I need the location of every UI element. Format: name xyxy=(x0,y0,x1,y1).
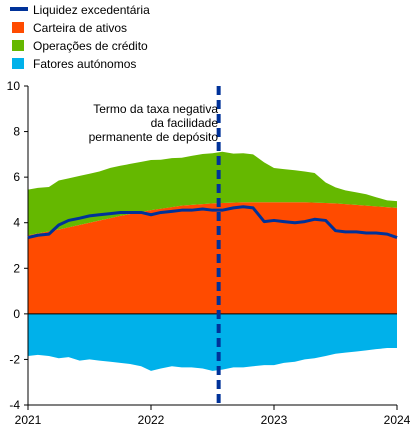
legend-label-liquidez: Liquidez excedentária xyxy=(33,3,150,17)
area-operacoes-de-credito xyxy=(28,151,397,236)
y-tick-label: -4 xyxy=(9,398,20,412)
legend-swatch-operacoes xyxy=(12,40,24,51)
x-tick-label: 2023 xyxy=(261,413,288,427)
legend-swatch-carteira xyxy=(12,22,24,33)
x-tick-label: 2024 xyxy=(384,413,411,427)
y-tick-label: 0 xyxy=(13,307,20,321)
y-tick-label: -2 xyxy=(9,352,20,366)
y-tick-label: 10 xyxy=(7,79,21,93)
annotation: Termo da taxa negativa da facilidade per… xyxy=(89,102,219,144)
legend-label-carteira: Carteira de ativos xyxy=(33,21,127,35)
area-carteira-de-ativos xyxy=(28,202,397,314)
annotation-line-2: da facilidade xyxy=(151,116,219,130)
legend-label-operacoes: Operações de crédito xyxy=(33,39,148,53)
y-tick-label: 2 xyxy=(13,261,20,275)
plot-lines xyxy=(27,86,398,405)
plot-areas xyxy=(28,151,397,371)
x-tick-label: 2022 xyxy=(138,413,165,427)
legend-label-fatores: Fatores autónomos xyxy=(33,57,136,71)
y-tick-label: 8 xyxy=(13,125,20,139)
y-tick-label: 6 xyxy=(13,170,20,184)
y-tick-label: 4 xyxy=(13,216,20,230)
plot-axes: -4 -2 0 2 4 6 8 10 2021 2022 2023 2024 xyxy=(7,79,411,427)
annotation-line-1: Termo da taxa negativa xyxy=(93,102,218,116)
legend: Liquidez excedentária Carteira de ativos… xyxy=(10,3,150,71)
annotation-line-3: permanente de depósito xyxy=(89,130,219,144)
x-tick-label: 2021 xyxy=(15,413,42,427)
legend-swatch-fatores xyxy=(12,58,24,69)
line-liquidez-excedentaria xyxy=(27,205,398,239)
area-fatores-autonomos xyxy=(28,313,397,371)
legend-swatch-liquidez xyxy=(10,7,28,11)
